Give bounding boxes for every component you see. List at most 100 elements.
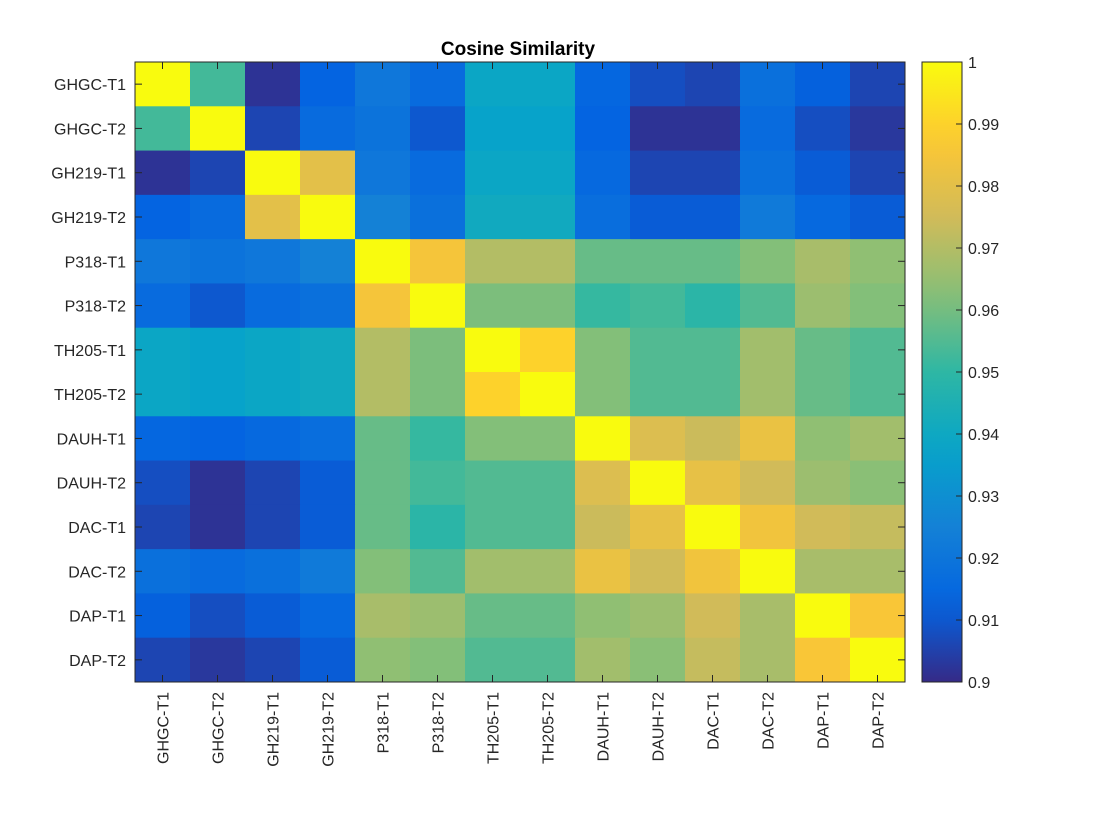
heatmap-cell bbox=[190, 62, 246, 107]
heatmap-cell bbox=[740, 327, 796, 373]
y-tick-label: GH219-T1 bbox=[51, 166, 126, 183]
heatmap-cell bbox=[135, 327, 191, 373]
heatmap-cell bbox=[355, 194, 411, 240]
heatmap-cell bbox=[850, 150, 906, 196]
heatmap-cell bbox=[190, 327, 246, 373]
x-axis: GHGC-T1 GHGC-T2 GH219-T1 GH219-T2 P318-T1 P31… bbox=[156, 62, 888, 767]
heatmap-cell bbox=[520, 416, 576, 462]
heatmap-cell bbox=[575, 593, 631, 639]
heatmap-cell bbox=[135, 106, 191, 152]
y-tick-label: GH219-T2 bbox=[51, 210, 126, 227]
heatmap-cell bbox=[795, 504, 851, 550]
heatmap-cell bbox=[410, 416, 466, 462]
heatmap-cell bbox=[135, 460, 191, 506]
colorbar-ticks: 0.9 0.91 0.92 0.93 0.94 0.95 0.96 0.97 0.98 0.99 1 bbox=[956, 55, 999, 692]
heatmap-cell bbox=[740, 106, 796, 152]
heatmap-cell bbox=[190, 416, 246, 462]
heatmap-cell bbox=[685, 593, 741, 639]
chart-title: Cosine Similarity bbox=[441, 39, 596, 60]
heatmap-cell bbox=[190, 283, 246, 329]
heatmap-cell bbox=[795, 106, 851, 152]
heatmap-cell bbox=[190, 504, 246, 550]
heatmap-cell bbox=[465, 460, 521, 506]
heatmap-cell bbox=[245, 549, 301, 594]
colorbar-tick-label: 0.9 bbox=[968, 675, 990, 692]
heatmap-cell bbox=[135, 549, 191, 594]
heatmap-cell bbox=[740, 372, 796, 417]
colorbar-tick-label: 0.96 bbox=[968, 303, 999, 320]
heatmap-cell bbox=[410, 593, 466, 639]
heatmap-cell bbox=[465, 283, 521, 329]
heatmap-cell bbox=[575, 416, 631, 462]
heatmap-cell bbox=[575, 62, 631, 107]
colorbar-tick-label: 1 bbox=[968, 55, 977, 72]
heatmap-cell bbox=[465, 194, 521, 240]
heatmap-cell bbox=[355, 460, 411, 506]
plot-frame bbox=[134, 61, 906, 683]
heatmap-cell bbox=[850, 239, 906, 284]
heatmap-cell bbox=[300, 372, 356, 417]
heatmap-cell bbox=[850, 106, 906, 152]
heatmap-cell bbox=[300, 416, 356, 462]
colorbar-gradient bbox=[922, 62, 962, 682]
x-tick-label: GH219-T1 bbox=[266, 692, 283, 767]
heatmap-cell bbox=[520, 239, 576, 284]
heatmap-cells bbox=[135, 62, 906, 683]
heatmap-cell bbox=[135, 504, 191, 550]
heatmap-cell bbox=[795, 372, 851, 417]
heatmap-cell bbox=[410, 504, 466, 550]
heatmap-cell bbox=[850, 194, 906, 240]
heatmap-cell bbox=[630, 239, 686, 284]
heatmap-cell bbox=[410, 62, 466, 107]
heatmap-cell bbox=[190, 460, 246, 506]
heatmap-cell bbox=[300, 62, 356, 107]
heatmap-cell bbox=[630, 416, 686, 462]
heatmap-cell bbox=[795, 62, 851, 107]
y-tick-label: DAC-T1 bbox=[68, 520, 126, 537]
heatmap-cell bbox=[520, 504, 576, 550]
heatmap-cell bbox=[410, 460, 466, 506]
heatmap-cell bbox=[795, 194, 851, 240]
colorbar-tick-label: 0.92 bbox=[968, 551, 999, 568]
heatmap-cell bbox=[245, 62, 301, 107]
heatmap-cell bbox=[630, 549, 686, 594]
heatmap-cell bbox=[410, 150, 466, 196]
heatmap-cell bbox=[355, 283, 411, 329]
heatmap-cell bbox=[520, 549, 576, 594]
heatmap-cell bbox=[190, 194, 246, 240]
heatmap-cell bbox=[465, 504, 521, 550]
heatmap-cell bbox=[410, 194, 466, 240]
heatmap-cell bbox=[465, 239, 521, 284]
heatmap-cell bbox=[300, 504, 356, 550]
heatmap-cell bbox=[575, 504, 631, 550]
heatmap-cell bbox=[630, 62, 686, 107]
heatmap-cell bbox=[685, 504, 741, 550]
heatmap-cell bbox=[685, 372, 741, 417]
heatmap-cell bbox=[465, 549, 521, 594]
colorbar-tick-label: 0.97 bbox=[968, 241, 999, 258]
heatmap-cell bbox=[190, 549, 246, 594]
y-tick-label: P318-T1 bbox=[65, 254, 126, 271]
heatmap-cell bbox=[520, 194, 576, 240]
heatmap-cell bbox=[740, 460, 796, 506]
heatmap-cell bbox=[135, 62, 191, 107]
heatmap-cell bbox=[520, 460, 576, 506]
x-tick-label: TH205-T2 bbox=[541, 692, 558, 764]
heatmap-cell bbox=[465, 150, 521, 196]
heatmap-cell bbox=[355, 239, 411, 284]
heatmap-cell bbox=[245, 593, 301, 639]
heatmap-cell bbox=[245, 239, 301, 284]
x-tick-label: GHGC-T2 bbox=[211, 692, 228, 764]
y-axis: GHGC-T1 GHGC-T2 GH219-T1 GH219-T2 P318-T1 P31… bbox=[51, 77, 905, 670]
heatmap-cell bbox=[685, 460, 741, 506]
heatmap-cell bbox=[740, 283, 796, 329]
heatmap-cell bbox=[520, 150, 576, 196]
y-tick-label: GHGC-T2 bbox=[54, 121, 126, 138]
heatmap-cell bbox=[135, 150, 191, 196]
heatmap-cell bbox=[245, 460, 301, 506]
heatmap-cell bbox=[685, 549, 741, 594]
heatmap-cell bbox=[410, 106, 466, 152]
heatmap-cell bbox=[795, 327, 851, 373]
heatmap-cell bbox=[190, 239, 246, 284]
